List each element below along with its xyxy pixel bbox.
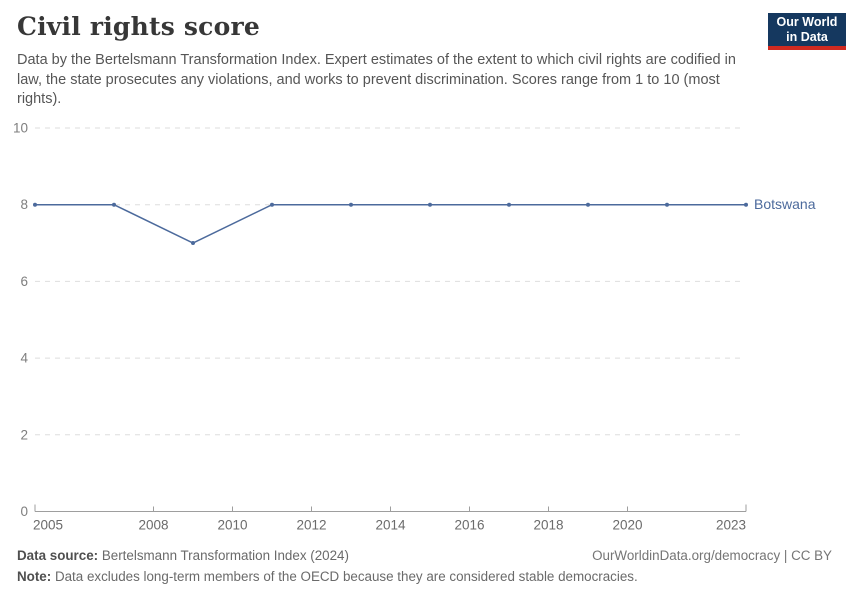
x-tick-label: 2008 [138, 518, 168, 533]
chart-subtitle: Data by the Bertelsmann Transformation I… [17, 52, 736, 107]
data-point [270, 202, 274, 207]
note-label: Note: [17, 569, 52, 584]
x-tick-label: 2020 [612, 518, 642, 533]
x-tick-label: 2023 [716, 518, 746, 533]
owid-logo[interactable]: Our World in Data [768, 13, 846, 50]
footer-link[interactable]: OurWorldinData.org/democracy | CC BY [592, 548, 832, 563]
x-tick-label: 2005 [33, 518, 63, 533]
y-tick-label: 0 [20, 504, 28, 519]
note-value: Data excludes long-term members of the O… [51, 569, 638, 584]
x-tick-label: 2014 [375, 518, 406, 533]
owid-logo-line2: in Data [786, 29, 828, 44]
data-point [33, 202, 37, 207]
chart-title: Civil rights score [17, 12, 260, 41]
data-point [744, 202, 748, 207]
series-line [35, 203, 746, 244]
footer-source: Data source: Bertelsmann Transformation … [17, 548, 349, 563]
x-tick-label: 2010 [217, 518, 247, 533]
series-end-label[interactable]: Botswana [754, 196, 816, 212]
data-source-value: Bertelsmann Transformation Index (2024) [98, 548, 349, 563]
y-tick-label: 10 [13, 121, 28, 136]
x-tick-label: 2018 [533, 518, 563, 533]
data-point [586, 202, 590, 207]
data-point [507, 202, 511, 207]
data-point [191, 241, 195, 246]
footer-note: Note: Data excludes long-term members of… [17, 569, 638, 584]
y-tick-label: 4 [20, 351, 28, 366]
data-point [349, 202, 353, 207]
data-point [665, 202, 669, 207]
x-tick-label: 2012 [296, 518, 326, 533]
y-tick-label: 8 [20, 197, 28, 212]
y-tick-label: 6 [20, 274, 28, 289]
x-tick-label: 2016 [454, 518, 484, 533]
data-source-label: Data source: [17, 548, 99, 563]
data-point [428, 202, 432, 207]
y-tick-label: 2 [20, 427, 28, 442]
data-point [112, 202, 116, 207]
owid-logo-line1: Our World [776, 15, 838, 29]
